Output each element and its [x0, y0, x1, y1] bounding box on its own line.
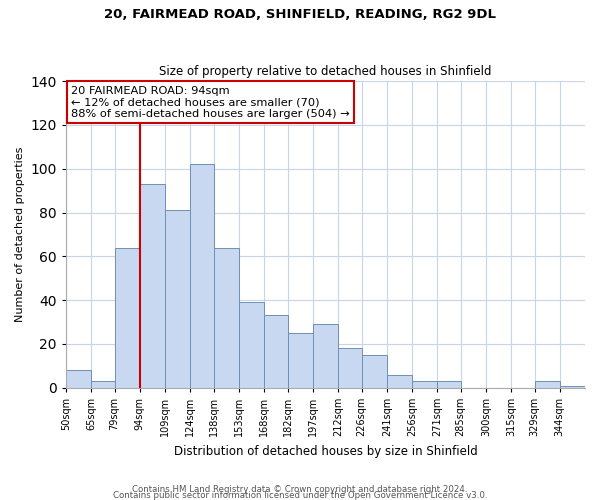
Text: 20, FAIRMEAD ROAD, SHINFIELD, READING, RG2 9DL: 20, FAIRMEAD ROAD, SHINFIELD, READING, R… [104, 8, 496, 20]
Text: Contains HM Land Registry data © Crown copyright and database right 2024.: Contains HM Land Registry data © Crown c… [132, 484, 468, 494]
Bar [91, 381, 115, 388]
Text: 20 FAIRMEAD ROAD: 94sqm
← 12% of detached houses are smaller (70)
88% of semi-de: 20 FAIRMEAD ROAD: 94sqm ← 12% of detache… [71, 86, 350, 119]
Bar [264, 316, 287, 388]
Bar [165, 210, 190, 388]
Bar [140, 184, 165, 388]
Bar [437, 381, 461, 388]
Bar [239, 302, 264, 388]
Bar [313, 324, 338, 388]
Bar [66, 370, 91, 388]
Text: Contains public sector information licensed under the Open Government Licence v3: Contains public sector information licen… [113, 490, 487, 500]
Title: Size of property relative to detached houses in Shinfield: Size of property relative to detached ho… [159, 66, 492, 78]
Bar [338, 348, 362, 388]
Bar [115, 248, 140, 388]
Bar [362, 355, 387, 388]
Y-axis label: Number of detached properties: Number of detached properties [15, 146, 25, 322]
Bar [387, 374, 412, 388]
X-axis label: Distribution of detached houses by size in Shinfield: Distribution of detached houses by size … [173, 444, 478, 458]
Bar [535, 381, 560, 388]
Bar [560, 386, 585, 388]
Bar [190, 164, 214, 388]
Bar [287, 333, 313, 388]
Bar [412, 381, 437, 388]
Bar [214, 248, 239, 388]
